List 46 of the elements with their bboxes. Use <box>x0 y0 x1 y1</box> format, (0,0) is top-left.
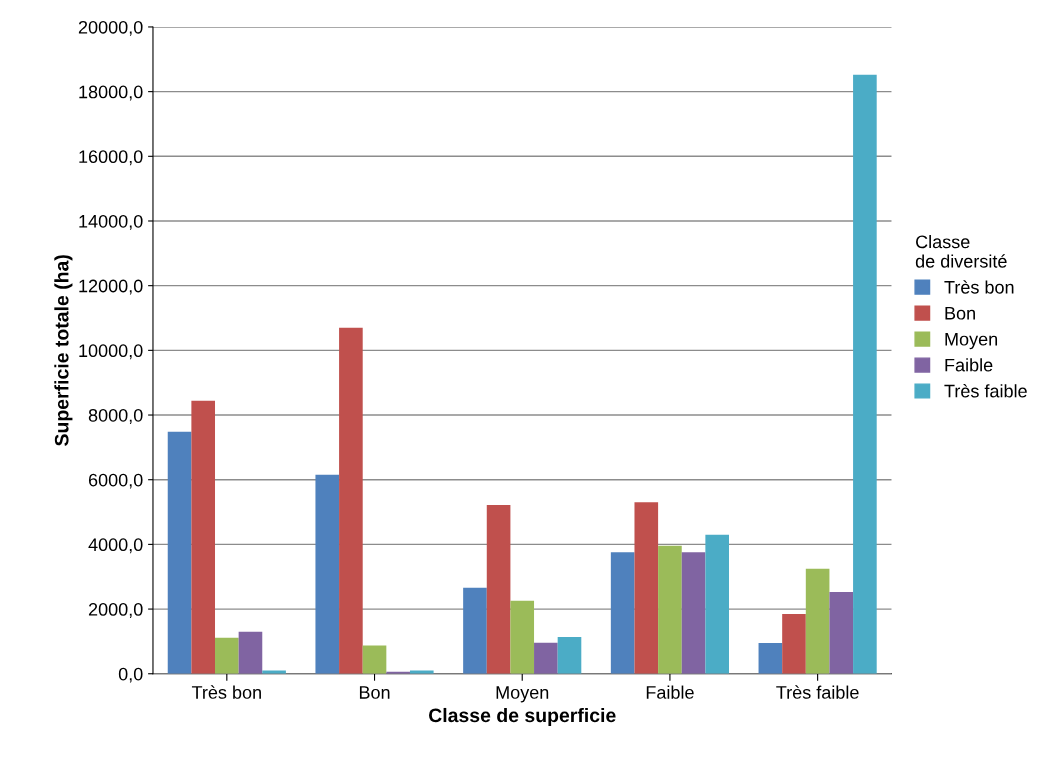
bar <box>238 631 263 674</box>
y-tick-label: 10000,0 <box>79 344 143 360</box>
bar <box>167 431 192 674</box>
y-tick-label: 12000,0 <box>79 279 143 295</box>
y-tick-label: 8000,0 <box>88 408 143 424</box>
bar <box>362 645 387 674</box>
y-tick-label: 14000,0 <box>79 214 143 230</box>
legend-label: Très bon <box>944 280 1014 294</box>
bar <box>510 600 535 674</box>
y-tick-label: 18000,0 <box>79 85 143 101</box>
x-tick-label: Bon <box>359 686 390 699</box>
bar <box>705 534 730 674</box>
bar <box>534 642 558 674</box>
bar <box>681 552 706 674</box>
bar <box>215 637 239 674</box>
bar <box>557 636 582 674</box>
y-axis-title: Superficie totale (ha) <box>54 255 73 446</box>
bar <box>782 613 806 674</box>
bar <box>658 545 682 674</box>
x-axis-title: Classe de superficie <box>429 707 616 727</box>
x-tick-label: Moyen <box>496 686 549 703</box>
x-tick-label: Très bon <box>191 685 261 699</box>
legend-title: Classe de diversité <box>915 234 1007 268</box>
bar <box>758 643 783 674</box>
x-tick-label: Très faible <box>776 685 859 699</box>
bar <box>829 591 854 674</box>
y-tick-label: 4000,0 <box>88 538 143 554</box>
bar <box>805 568 830 674</box>
x-tick-label: Faible <box>646 685 694 699</box>
bar <box>463 587 487 674</box>
legend-label: Faible <box>945 358 993 372</box>
bar <box>315 474 340 674</box>
y-tick-label: 20000,0 <box>78 20 143 36</box>
legend-label: Moyen <box>945 332 998 350</box>
y-tick-label: 6000,0 <box>88 473 143 489</box>
y-tick-label: 0,0 <box>118 667 143 683</box>
y-tick-label: 2000,0 <box>88 603 143 618</box>
legend-label: Très faible <box>944 383 1027 398</box>
bar <box>191 400 216 674</box>
bar <box>339 327 363 674</box>
bar <box>486 504 511 674</box>
bar <box>634 502 659 674</box>
bar <box>853 74 877 674</box>
y-tick-label: 16000,0 <box>79 150 143 166</box>
bar <box>610 552 635 674</box>
legend-label: Bon <box>945 307 975 320</box>
